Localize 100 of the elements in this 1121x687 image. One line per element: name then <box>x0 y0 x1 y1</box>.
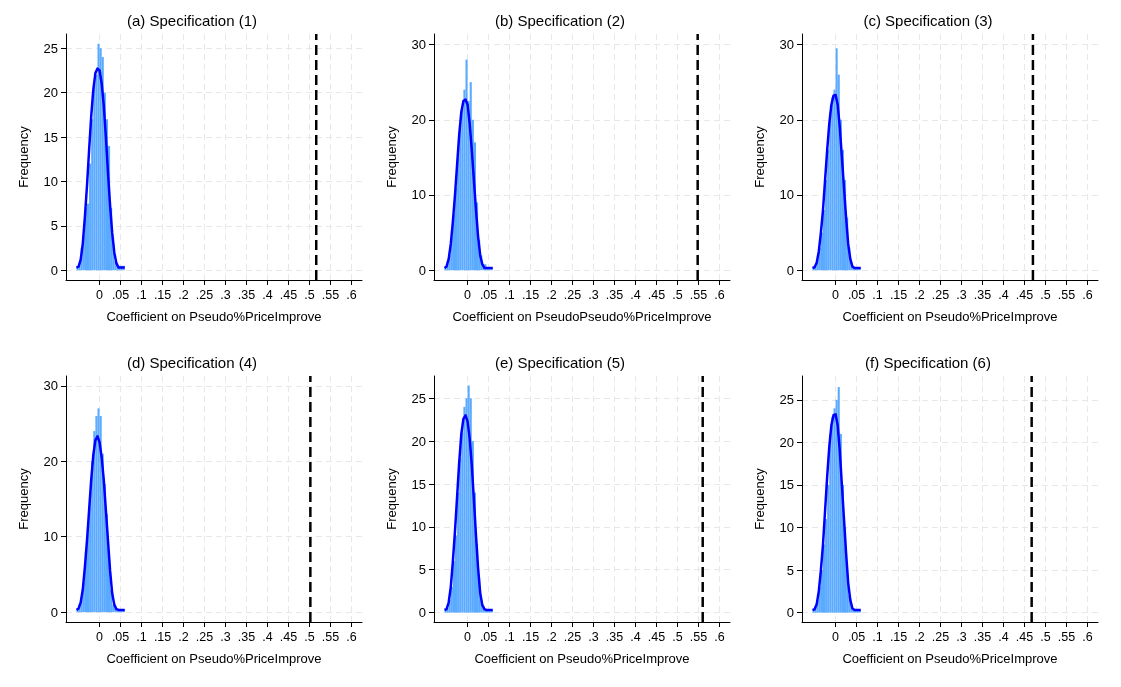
x-tick-label: .1 <box>136 287 147 302</box>
x-tick-label: .05 <box>847 287 866 302</box>
y-tick-label: 20 <box>43 453 58 469</box>
x-tick-label: .3 <box>220 287 231 302</box>
y-tick-label: 30 <box>43 378 58 394</box>
y-tick-label: 25 <box>411 390 426 406</box>
y-tick-label: 20 <box>779 112 794 128</box>
y-axis-title: Frequency <box>16 467 31 530</box>
x-tick-label: .25 <box>563 287 582 302</box>
x-tick-label: .55 <box>689 629 708 644</box>
x-tick-label: .35 <box>605 287 624 302</box>
y-tick-label: 30 <box>779 37 794 53</box>
y-tick-label: 10 <box>43 529 58 545</box>
chart-title: (a) Specification (1) <box>126 12 258 29</box>
y-tick-label: 0 <box>418 605 426 621</box>
x-tick-label: .5 <box>1040 629 1051 644</box>
x-tick-label: .4 <box>998 629 1009 644</box>
x-tick-label: .6 <box>346 629 357 644</box>
chart-title: (e) Specification (5) <box>494 354 626 371</box>
x-tick-label: .05 <box>479 287 498 302</box>
x-tick-label: .55 <box>689 287 708 302</box>
x-tick-label: .15 <box>153 629 172 644</box>
x-tick-label: .15 <box>889 287 908 302</box>
x-tick-label: 0 <box>464 629 472 644</box>
x-tick-label: 0 <box>464 287 472 302</box>
x-tick-label: 0 <box>96 629 104 644</box>
x-tick-label: .25 <box>195 629 214 644</box>
x-tick-label: .15 <box>889 629 908 644</box>
x-tick-label: .5 <box>672 629 683 644</box>
x-tick-label: .55 <box>1057 287 1076 302</box>
x-tick-label: .3 <box>220 629 231 644</box>
y-tick-label: 0 <box>418 262 426 278</box>
x-axis-title: Coefficient on Pseudo%PriceImprove <box>842 309 1058 324</box>
x-tick-label: .25 <box>931 287 950 302</box>
x-tick-label: .4 <box>630 287 641 302</box>
x-tick-label: 0 <box>832 629 840 644</box>
chart-title: (d) Specification (4) <box>126 354 258 371</box>
y-tick-label: 15 <box>43 129 58 145</box>
y-tick-label: 0 <box>786 262 794 278</box>
x-tick-label: .6 <box>1082 287 1093 302</box>
x-tick-label: .05 <box>847 629 866 644</box>
x-tick-label: .6 <box>714 629 725 644</box>
x-tick-label: .15 <box>521 629 540 644</box>
x-tick-label: .3 <box>956 629 967 644</box>
x-tick-label: .5 <box>304 629 315 644</box>
chart-title: (b) Specification (2) <box>494 12 626 29</box>
x-tick-label: .55 <box>321 629 340 644</box>
x-axis-title: Coefficient on PseudoPseudo%PriceImprove <box>452 309 712 324</box>
y-tick-label: 20 <box>411 433 426 449</box>
x-tick-label: 0 <box>96 287 104 302</box>
y-axis-title: Frequency <box>384 125 399 188</box>
x-tick-label: .25 <box>563 629 582 644</box>
y-tick-label: 0 <box>50 262 58 278</box>
x-tick-label: .15 <box>521 287 540 302</box>
x-tick-label: .1 <box>504 629 515 644</box>
x-tick-label: .2 <box>178 629 189 644</box>
y-tick-label: 5 <box>418 562 426 578</box>
y-tick-label: 10 <box>779 520 794 536</box>
x-tick-label: .25 <box>931 629 950 644</box>
x-tick-label: .45 <box>647 629 666 644</box>
x-tick-label: .35 <box>973 287 992 302</box>
y-axis-title: Frequency <box>16 125 31 188</box>
x-tick-label: .35 <box>237 287 256 302</box>
y-tick-label: 5 <box>50 218 58 234</box>
x-tick-label: .2 <box>546 287 557 302</box>
x-tick-label: .45 <box>647 287 666 302</box>
chart-title: (f) Specification (6) <box>865 354 991 371</box>
x-tick-label: .45 <box>279 287 298 302</box>
y-tick-label: 25 <box>779 392 794 408</box>
x-axis-title: Coefficient on Pseudo%PriceImprove <box>106 651 322 666</box>
x-tick-label: .2 <box>178 287 189 302</box>
y-tick-label: 0 <box>786 605 794 621</box>
x-tick-label: .2 <box>914 287 925 302</box>
y-tick-label: 10 <box>411 187 426 203</box>
y-tick-label: 15 <box>411 476 426 492</box>
x-tick-label: .2 <box>546 629 557 644</box>
x-axis-title: Coefficient on Pseudo%PriceImprove <box>474 651 690 666</box>
y-tick-label: 15 <box>779 477 794 493</box>
x-tick-label: .55 <box>321 287 340 302</box>
y-tick-label: 30 <box>411 37 426 53</box>
y-tick-label: 20 <box>779 434 794 450</box>
x-tick-label: .45 <box>279 629 298 644</box>
x-tick-label: .1 <box>872 629 883 644</box>
x-tick-label: .15 <box>153 287 172 302</box>
x-tick-label: .45 <box>1015 287 1034 302</box>
x-axis-title: Coefficient on Pseudo%PriceImprove <box>106 309 322 324</box>
chart-title: (c) Specification (3) <box>863 12 993 29</box>
x-tick-label: 0 <box>832 287 840 302</box>
x-tick-label: .35 <box>605 629 624 644</box>
x-tick-label: .2 <box>914 629 925 644</box>
x-tick-label: .1 <box>136 629 147 644</box>
y-tick-label: 10 <box>43 173 58 189</box>
x-tick-label: .5 <box>1040 287 1051 302</box>
x-tick-label: .3 <box>588 629 599 644</box>
x-tick-label: .35 <box>237 629 256 644</box>
x-tick-label: .05 <box>111 629 130 644</box>
x-axis-title: Coefficient on Pseudo%PriceImprove <box>842 651 1058 666</box>
y-tick-label: 5 <box>786 562 794 578</box>
x-tick-label: .3 <box>588 287 599 302</box>
x-tick-label: .5 <box>304 287 315 302</box>
